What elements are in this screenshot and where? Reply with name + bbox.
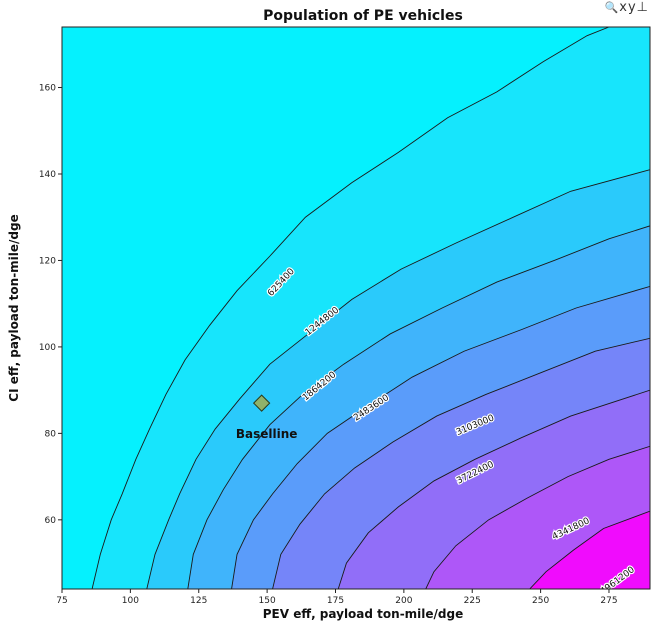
x-axis-label: PEV eff, payload ton-mile/dge	[263, 607, 464, 621]
y-tick-label: 60	[45, 516, 57, 526]
x-tick-label: 250	[532, 596, 549, 606]
x-axis: 75 100 125 150 175 200 225 250 275	[56, 589, 618, 606]
plot-frame	[61, 26, 651, 590]
x-tick-label: 100	[122, 596, 139, 606]
x-tick-label: 150	[259, 596, 276, 606]
contour-line-3103000	[272, 337, 650, 589]
y-tick-label: 160	[39, 84, 56, 94]
x-tick-label: 275	[600, 596, 617, 606]
chart-title: Population of PE vehicles	[263, 8, 463, 24]
x-glyph[interactable]: x	[619, 0, 628, 15]
x-tick-label: 75	[56, 596, 67, 606]
reset-icon[interactable]: ⊥	[636, 0, 649, 15]
contour-line-2483600	[231, 285, 650, 589]
x-tick-label: 225	[464, 596, 481, 606]
contour-line-1244800	[146, 169, 650, 589]
contour-line-4961200	[529, 510, 650, 589]
toolbar[interactable]: 🔍xy⊥	[605, 0, 649, 15]
y-tick-label: 120	[39, 256, 56, 266]
contour-region-1	[62, 27, 609, 589]
contour-line-1864200	[187, 225, 650, 589]
y-tick-label: 80	[45, 429, 57, 439]
y-tick-label: 140	[39, 170, 56, 180]
contour-line-4341800	[425, 445, 650, 589]
baseline-label: Baselline	[236, 427, 298, 441]
x-tick-label: 125	[190, 596, 207, 606]
magnifier-icon[interactable]: 🔍	[604, 1, 620, 14]
plot-area: 6254001244800186420024836003103000372240…	[62, 27, 650, 589]
y-tick-label: 100	[39, 343, 56, 353]
x-tick-label: 175	[327, 596, 344, 606]
contour-line-625400	[91, 27, 610, 589]
baseline-marker	[252, 394, 271, 412]
contour-line-3722400	[337, 389, 650, 589]
y-glyph[interactable]: y	[627, 0, 637, 15]
y-axis: 60 80 100 120 140 160	[39, 84, 62, 526]
y-axis-label: CI eff, payload ton-mile/dge	[7, 214, 21, 401]
x-tick-label: 200	[395, 596, 412, 606]
